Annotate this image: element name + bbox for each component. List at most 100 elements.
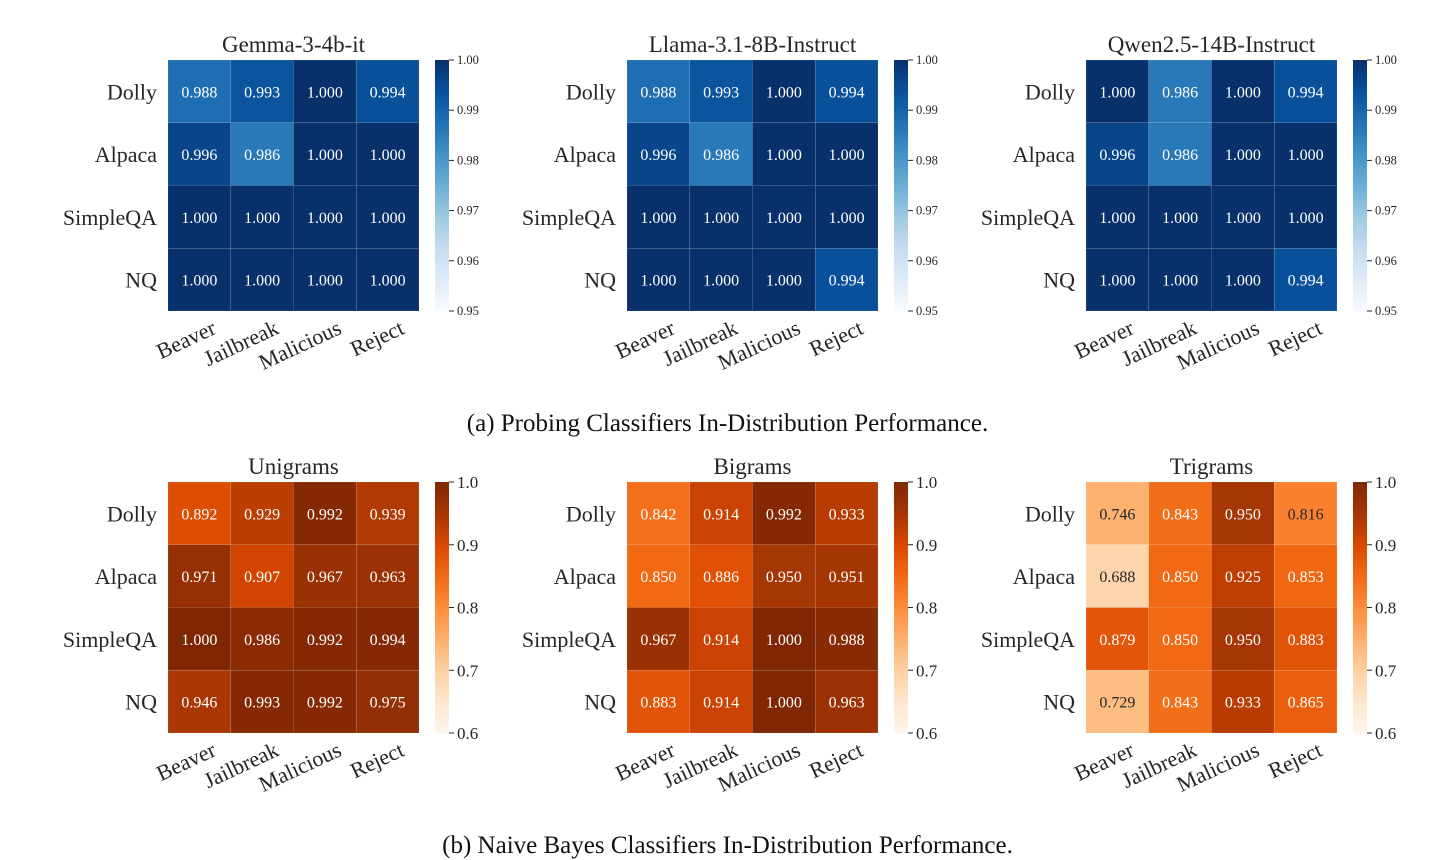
heatmap-cell <box>293 544 357 608</box>
heatmap-cell <box>167 481 232 546</box>
heatmap-cell <box>1085 185 1150 249</box>
heatmap-cell <box>1273 607 1338 671</box>
cell-value-label: 1.000 <box>370 273 406 290</box>
column-label: Reject <box>1264 315 1326 361</box>
cell-value-label: 1.000 <box>370 210 406 227</box>
cell-value-label: 0.993 <box>244 84 280 101</box>
caption-probing: (a) Probing Classifiers In-Distribution … <box>466 410 989 437</box>
cell-value-label: 1.000 <box>1225 84 1261 101</box>
colorbar <box>894 60 908 311</box>
heatmap-cell <box>752 607 816 671</box>
heatmap-cell <box>167 185 232 249</box>
cell-value-label: 0.988 <box>181 84 217 101</box>
heatmap-cell <box>1148 247 1212 312</box>
cell-value-label: 0.994 <box>829 84 865 101</box>
heatmap-cell <box>814 481 879 546</box>
cell-value-label: 0.994 <box>370 632 406 649</box>
row-label: Alpaca <box>95 564 158 589</box>
heatmap-cell <box>814 185 879 249</box>
cell-value-label: 1.000 <box>640 210 676 227</box>
heatmap-title: Qwen2.5-14B-Instruct <box>1108 32 1316 57</box>
heatmap-cell <box>1148 122 1212 186</box>
row-label: NQ <box>584 690 616 715</box>
cell-value-label: 0.746 <box>1099 506 1135 523</box>
row-label: Dolly <box>1025 501 1075 526</box>
cell-value-label: 0.992 <box>766 506 802 523</box>
cell-value-label: 0.892 <box>181 506 217 523</box>
heatmap-cell <box>626 122 691 186</box>
heatmap-gemma-3-4b-it: Gemma-3-4b-it 0.988 0.993 1.000 0.994 0.996 0.… <box>63 32 479 375</box>
column-label: Reject <box>805 315 867 361</box>
colorbar-tick-label: 0.95 <box>457 304 479 318</box>
heatmap-cell <box>293 607 357 671</box>
heatmap-cell <box>1085 669 1150 734</box>
heatmap-llama-3-1-8b-instruct: Llama-3.1-8B-Instruct 0.988 0.993 1.000 0.99… <box>522 32 938 375</box>
heatmap-cell <box>752 669 816 734</box>
colorbar-tick-label: 0.9 <box>457 536 478 555</box>
colorbar-tick-label: 0.95 <box>916 304 938 318</box>
row-label: Alpaca <box>554 142 617 167</box>
cell-value-label: 0.967 <box>307 569 343 586</box>
heatmap-cell <box>1273 481 1338 546</box>
colorbar-tick-label: 0.8 <box>916 599 937 618</box>
heatmap-cell <box>355 122 420 186</box>
colorbar-tick-label: 0.8 <box>1375 599 1396 618</box>
heatmap-cell <box>167 669 232 734</box>
heatmap-cell <box>814 59 879 124</box>
heatmap-cell <box>1211 669 1275 734</box>
colorbar-tick-label: 1.00 <box>457 53 479 67</box>
cell-value-label: 0.994 <box>370 84 406 101</box>
heatmap-cell <box>355 247 420 312</box>
heatmap-cell <box>626 247 691 312</box>
row-label: Dolly <box>1025 79 1075 104</box>
heatmap-cell <box>1211 185 1275 249</box>
colorbar-tick-label: 0.7 <box>916 661 938 680</box>
cell-value-label: 0.986 <box>1162 84 1198 101</box>
heatmap-cell <box>1273 185 1338 249</box>
cell-value-label: 1.000 <box>1162 210 1198 227</box>
colorbar-tick-label: 0.9 <box>1375 536 1396 555</box>
cell-value-label: 1.000 <box>307 84 343 101</box>
colorbar-tick-label: 0.97 <box>1375 204 1397 218</box>
colorbar-tick-label: 0.98 <box>457 153 479 167</box>
cell-value-label: 1.000 <box>1225 210 1261 227</box>
heatmap-cell <box>1085 544 1150 608</box>
heatmap-cell <box>752 122 816 186</box>
cell-value-label: 0.986 <box>1162 147 1198 164</box>
cell-value-label: 0.994 <box>829 273 865 290</box>
cell-value-label: 0.992 <box>307 506 343 523</box>
cell-value-label: 1.000 <box>1288 147 1324 164</box>
heatmap-cell <box>1273 59 1338 124</box>
heatmap-cell <box>689 481 753 546</box>
cell-value-label: 0.967 <box>640 632 676 649</box>
heatmap-cell <box>626 544 691 608</box>
heatmap-cell <box>1273 669 1338 734</box>
heatmap-title: Unigrams <box>248 454 339 479</box>
cell-value-label: 1.000 <box>703 273 739 290</box>
heatmap-cell <box>1148 669 1212 734</box>
row-label: Alpaca <box>1013 564 1076 589</box>
row-label: NQ <box>125 268 157 293</box>
heatmap-cell <box>293 185 357 249</box>
cell-value-label: 1.000 <box>1099 84 1135 101</box>
cell-value-label: 0.946 <box>181 695 217 712</box>
cell-value-label: 0.950 <box>1225 506 1261 523</box>
heatmap-title: Bigrams <box>714 454 792 479</box>
heatmap-cell <box>814 607 879 671</box>
cell-value-label: 1.000 <box>1225 273 1261 290</box>
cell-value-label: 0.850 <box>1162 632 1198 649</box>
cell-value-label: 1.000 <box>1099 210 1135 227</box>
heatmap-cell <box>1085 59 1150 124</box>
colorbar-tick-label: 0.99 <box>457 103 479 117</box>
heatmap-cell <box>1085 607 1150 671</box>
colorbar-tick-label: 0.8 <box>457 599 478 618</box>
cell-value-label: 0.994 <box>1288 273 1324 290</box>
cell-value-label: 0.986 <box>703 147 739 164</box>
row-label: Dolly <box>566 79 616 104</box>
cell-value-label: 0.914 <box>703 506 739 523</box>
heatmap-cell <box>230 544 294 608</box>
heatmap-cell <box>293 59 357 124</box>
column-label: Reject <box>346 737 408 783</box>
cell-value-label: 0.933 <box>829 506 865 523</box>
